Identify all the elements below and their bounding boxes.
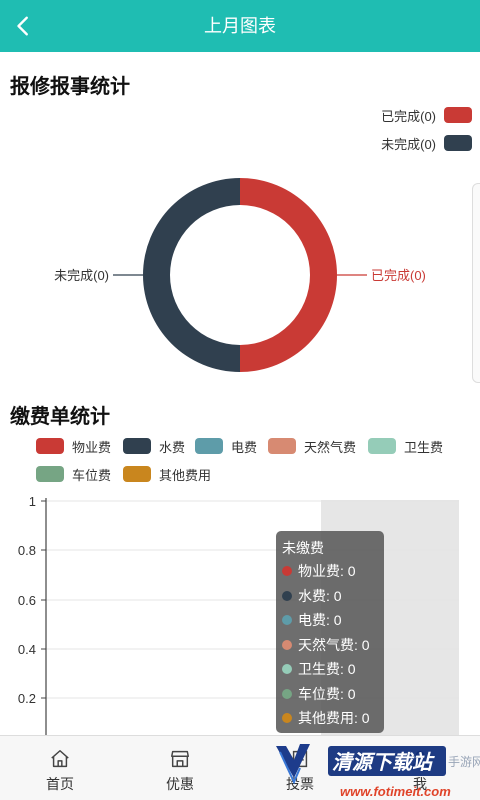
legend-swatch [123,466,151,482]
tooltip-row-label: 物业费: 0 [298,563,356,580]
repair-donut-chart: 已完成(0) 未完成(0) [54,178,426,372]
donut-slice-incomplete[interactable] [143,178,240,372]
back-button[interactable] [0,0,48,52]
y-tick-label-0.8: 0.8 [18,543,36,558]
legend-label: 未完成(0) [381,136,436,152]
dot-icon [282,639,292,650]
tab-label: 我 [413,776,427,792]
legend-label: 卫生费 [404,439,444,455]
watermark-text: 清源下载站 [332,751,435,774]
legend-item-other-fee[interactable]: 其他费用 [123,464,211,484]
tooltip-row-label: 车位费: 0 [298,685,356,702]
y-tick-label-1: 1 [29,494,36,509]
fee-section-title: 缴费单统计 [10,406,110,428]
legend-item-sanitation-fee[interactable]: 卫生费 [368,436,443,456]
tooltip-row: 物业费: 0 [282,559,378,584]
tooltip-title: 未缴费 [282,540,324,556]
side-tab[interactable] [472,183,480,383]
tooltip-row: 天然气费: 0 [282,633,378,658]
tab-label: 首页 [46,776,74,792]
legend-label: 天然气费 [304,439,357,455]
legend-item-parking-fee[interactable]: 车位费 [36,464,111,484]
legend-item-electric-fee[interactable]: 电费 [195,436,257,456]
watermark-url: www.fotimeit.com [340,784,451,799]
tooltip-row: 电费: 0 [282,608,378,633]
watermark-logo: 清源下载站 手游网 www.fotimeit.com [276,744,480,799]
tooltip-row-label: 卫生费: 0 [298,661,356,678]
legend-label: 物业费 [72,439,112,455]
callout-label-incomplete: 未完成(0) [54,268,109,283]
tooltip-row: 其他费用: 0 [282,706,378,731]
home-icon [51,750,69,768]
legend-swatch [444,135,472,151]
legend-label: 已完成(0) [381,108,436,124]
legend-swatch [123,438,151,454]
tab-offers[interactable]: 优惠 [120,736,240,800]
chart-tooltip: 未缴费 物业费: 0 水费: 0 电费: 0 天然气费: 0 卫生费: 0 车位… [276,531,384,733]
tab-home[interactable]: 首页 [0,736,120,800]
legend-item-completed[interactable]: 已完成(0) [272,104,472,126]
tab-label: 优惠 [166,776,194,792]
bottom-tab-bar: 首页 优惠 投票 我 [0,735,480,800]
dot-icon [282,713,292,724]
legend-swatch [268,438,296,454]
legend-swatch [368,438,396,454]
dot-icon [282,615,292,626]
y-tick-label-0.4: 0.4 [18,642,36,657]
tooltip-row-label: 水费: 0 [298,587,342,604]
top-bar: 上月图表 [0,0,480,52]
y-tick-label-0.2: 0.2 [18,691,36,706]
legend-item-incomplete[interactable]: 未完成(0) [272,132,472,154]
dot-icon [282,566,292,577]
tooltip-row: 水费: 0 [282,584,378,609]
legend-label: 其他费用 [159,467,212,483]
dot-icon [282,590,292,601]
legend-swatch [36,438,64,454]
legend-swatch [444,107,472,123]
store-icon [171,750,189,768]
y-tick-label-0.6: 0.6 [18,593,36,608]
fee-bar-chart: 1 0.8 0.6 0.4 0.2 [18,494,459,735]
tooltip-row: 卫生费: 0 [282,657,378,682]
page-title: 上月图表 [204,16,276,36]
legend-item-gas-fee[interactable]: 天然气费 [268,436,356,456]
legend-label: 电费 [231,439,258,455]
donut-slice-completed[interactable] [240,178,337,372]
tooltip-row: 车位费: 0 [282,682,378,707]
legend-swatch [195,438,223,454]
tooltip-row-label: 电费: 0 [298,612,342,629]
legend-item-property-fee[interactable]: 物业费 [36,436,111,456]
legend-label: 车位费 [72,467,112,483]
chevron-left-icon [17,16,28,36]
legend-swatch [36,466,64,482]
legend-label: 水费 [159,439,186,455]
tooltip-row-label: 天然气费: 0 [298,636,370,653]
callout-label-completed: 已完成(0) [371,268,426,283]
repair-section-title: 报修报事统计 [10,76,130,98]
legend-item-water-fee[interactable]: 水费 [123,436,185,456]
watermark-subtext: 手游网 [448,755,480,769]
dot-icon [282,664,292,675]
dot-icon [282,688,292,699]
tooltip-row-label: 其他费用: 0 [298,710,370,727]
